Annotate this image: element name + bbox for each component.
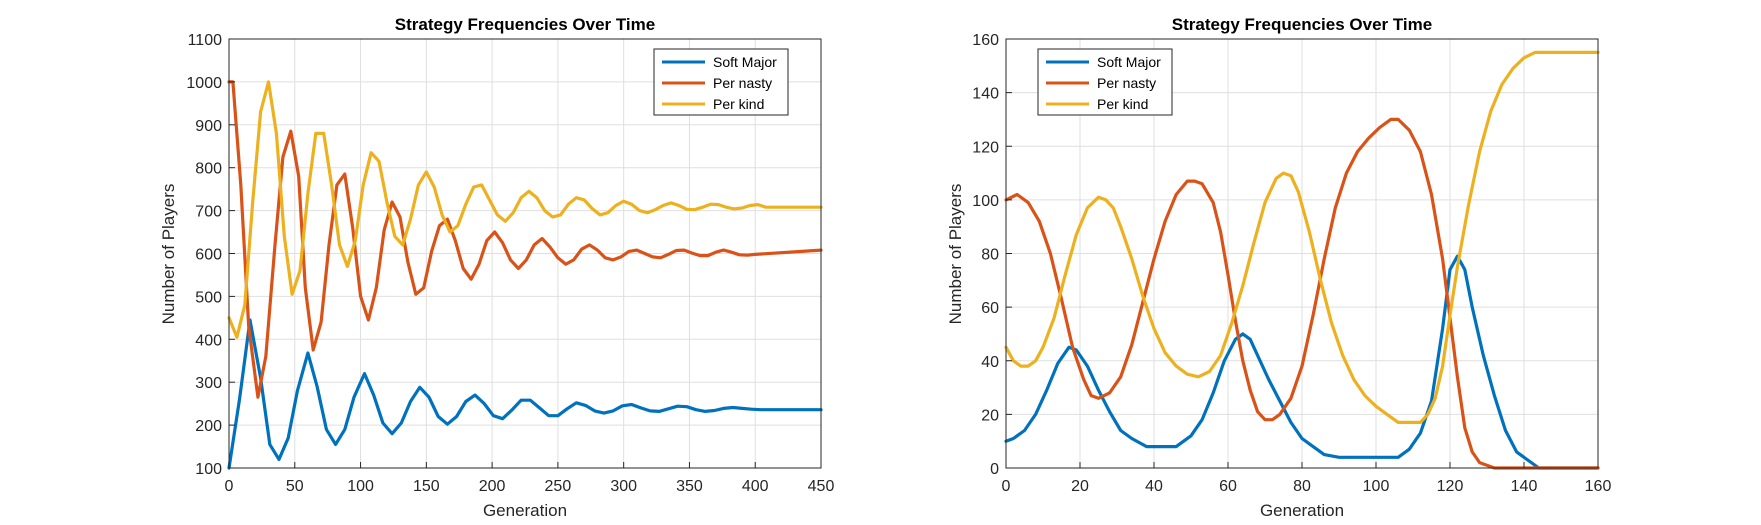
- x-tick-label: 20: [1071, 478, 1089, 495]
- x-tick-label: 120: [1437, 478, 1464, 495]
- x-tick-label: 0: [1002, 478, 1011, 495]
- x-tick-label: 140: [1511, 478, 1538, 495]
- series-layer: [1004, 50, 1600, 470]
- legend-label: Soft Major: [713, 54, 777, 70]
- legend-label: Per nasty: [1097, 75, 1156, 91]
- y-tick-label: 700: [195, 204, 222, 221]
- x-ticks: 0 20 40 60 80 100 120 140 160: [1002, 462, 1612, 495]
- x-tick-label: 150: [413, 478, 440, 495]
- y-tick-label: 1000: [186, 75, 222, 92]
- y-ticks: 100 200 300 400 500 600 700 800 900 1000 1100: [186, 32, 235, 478]
- x-ticks: 0 50 100 150 200 250 300 350 400 450: [225, 462, 835, 495]
- x-tick-label: 350: [676, 478, 703, 495]
- y-tick-label: 200: [195, 418, 222, 435]
- y-tick-label: 40: [981, 354, 999, 371]
- y-tick-label: 60: [981, 300, 999, 317]
- x-tick-label: 450: [808, 478, 835, 495]
- y-tick-label: 20: [981, 407, 999, 424]
- y-tick-label: 100: [972, 193, 999, 210]
- legend-entry: Soft Major: [662, 54, 777, 70]
- series-line-per-kind: [1004, 50, 1600, 424]
- y-axis-label: Number of Players: [946, 184, 965, 325]
- x-tick-label: 250: [545, 478, 572, 495]
- x-tick-label: 300: [610, 478, 637, 495]
- legend-label: Soft Major: [1097, 54, 1161, 70]
- y-tick-label: 0: [990, 461, 999, 478]
- x-tick-label: 400: [742, 478, 769, 495]
- y-tick-label: 400: [195, 332, 222, 349]
- y-tick-label: 120: [972, 139, 999, 156]
- y-tick-label: 900: [195, 118, 222, 135]
- y-tick-label: 80: [981, 247, 999, 264]
- legend-entry: Per kind: [1046, 96, 1148, 112]
- y-tick-label: 600: [195, 247, 222, 264]
- series-layer: [227, 80, 823, 470]
- legend: Soft Major Per nasty Per kind: [653, 48, 789, 116]
- y-tick-label: 1100: [188, 32, 223, 49]
- series-line-soft-major: [227, 318, 823, 470]
- y-tick-label: 800: [195, 161, 222, 178]
- y-tick-label: 100: [195, 461, 222, 478]
- series-line-per-nasty: [1004, 117, 1600, 470]
- legend-entry: Per kind: [662, 96, 764, 112]
- y-axis-label: Number of Players: [159, 184, 178, 325]
- legend-entry: Per nasty: [662, 75, 772, 91]
- y-ticks: 0 20 40 60 80 100 120 140 160: [972, 32, 1012, 478]
- x-tick-label: 0: [225, 478, 234, 495]
- legend: Soft Major Per nasty Per kind: [1037, 48, 1173, 116]
- x-tick-label: 100: [347, 478, 374, 495]
- y-tick-label: 300: [195, 375, 222, 392]
- x-axis-label: Generation: [483, 501, 567, 520]
- legend-label: Per kind: [713, 96, 764, 112]
- legend-label: Per kind: [1097, 96, 1148, 112]
- y-tick-label: 140: [972, 86, 999, 103]
- x-tick-label: 50: [286, 478, 304, 495]
- x-tick-label: 100: [1363, 478, 1390, 495]
- x-tick-label: 200: [479, 478, 506, 495]
- chart-right: 0 20 40 60 80 100 120 140 160 0 20 40 60 80 100 120 140…: [946, 15, 1611, 520]
- series-line-soft-major: [1004, 254, 1600, 470]
- series-line-per-kind: [227, 80, 823, 339]
- y-tick-label: 500: [195, 289, 222, 306]
- chart-title: Strategy Frequencies Over Time: [395, 15, 655, 34]
- legend-entry: Per nasty: [1046, 75, 1156, 91]
- y-tick-label: 160: [972, 32, 999, 49]
- x-tick-label: 60: [1219, 478, 1237, 495]
- x-tick-label: 40: [1145, 478, 1163, 495]
- chart-left: 0 50 100 150 200 250 300 350 400 450 100 200 300 400…: [159, 15, 834, 520]
- x-axis-label: Generation: [1260, 501, 1344, 520]
- series-line-per-nasty: [227, 80, 823, 399]
- x-tick-label: 160: [1585, 478, 1612, 495]
- chart-title: Strategy Frequencies Over Time: [1172, 15, 1432, 34]
- legend-entry: Soft Major: [1046, 54, 1161, 70]
- x-tick-label: 80: [1293, 478, 1311, 495]
- legend-label: Per nasty: [713, 75, 772, 91]
